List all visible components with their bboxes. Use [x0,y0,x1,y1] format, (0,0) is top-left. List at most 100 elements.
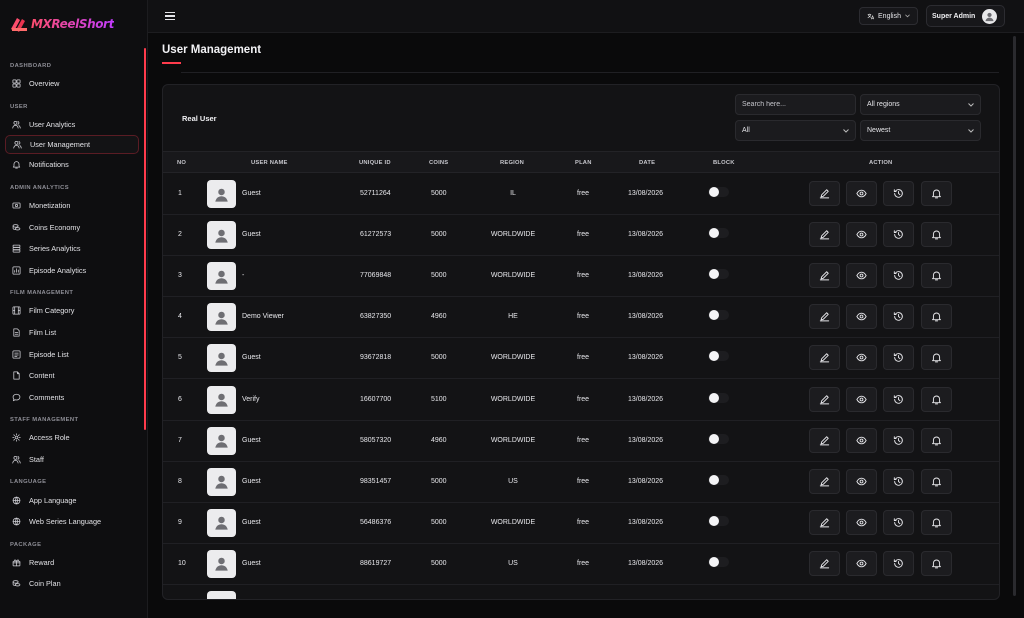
notify-button[interactable] [921,222,952,248]
cell-date: 13/08/2026 [628,190,664,197]
page-scrollbar[interactable] [1013,36,1016,596]
edit-button[interactable] [809,263,840,289]
cell-user-name: Guest [242,354,261,362]
view-button[interactable] [846,181,877,206]
cell-no: 8 [178,477,182,485]
notify-button[interactable] [921,509,952,535]
bell-icon [932,477,941,487]
sidebar-item-episode-analytics[interactable]: Episode Analytics [0,260,146,282]
history-button[interactable] [883,181,914,206]
table-row: 10 Guest 88619727 5000 US free 13/08/202… [163,544,999,585]
block-toggle[interactable] [708,556,729,567]
sidebar-item-episode-list[interactable]: Episode List [0,343,146,365]
sidebar-item-content[interactable]: Content [0,365,146,387]
block-toggle[interactable] [708,392,729,403]
edit-button[interactable] [809,222,840,248]
sidebar-item-film-list[interactable]: Film List [0,322,146,344]
app-logo[interactable]: MXReelShort [10,16,114,32]
user-menu[interactable]: Super Admin [926,5,1005,27]
sidebar-item-film-category[interactable]: Film Category [0,300,146,322]
sidebar-item-notifications[interactable]: Notifications [0,154,146,176]
history-button[interactable] [883,345,914,371]
eye-icon [856,436,867,444]
sidebar-item-app-language[interactable]: App Language [0,489,146,511]
history-button[interactable] [883,222,914,248]
block-toggle[interactable] [708,310,729,321]
notify-button[interactable] [921,181,952,206]
block-toggle[interactable] [708,474,729,485]
history-button[interactable] [883,509,914,535]
notify-button[interactable] [921,263,952,289]
eye-icon [856,477,867,485]
block-toggle[interactable] [708,269,729,280]
sidebar-item-label: Coin Plan [29,579,61,589]
language-selector[interactable]: English [859,7,918,25]
sidebar-item-access-role[interactable]: Access Role [0,427,146,449]
plan-filter-select[interactable]: All [735,120,856,141]
notify-button[interactable] [921,550,952,576]
view-button[interactable] [846,345,877,371]
history-button[interactable] [883,550,914,576]
notify-button[interactable] [921,345,952,371]
view-button[interactable] [846,427,877,453]
user-icon [215,393,228,407]
sidebar-item-coins-economy[interactable]: Coins Economy [0,216,146,238]
cell-no: 6 [178,395,182,403]
sidebar-item-series-analytics[interactable]: Series Analytics [0,238,146,260]
edit-button[interactable] [809,468,840,494]
menu-toggle-icon[interactable] [165,12,175,20]
sidebar-item-user-analytics[interactable]: User Analytics [0,114,146,136]
table-row [163,585,999,599]
sidebar-item-user-management[interactable]: User Management [5,135,139,155]
block-toggle[interactable] [708,351,729,362]
notify-button[interactable] [921,468,952,494]
sidebar-item-monetization[interactable]: Monetization [0,195,146,217]
sidebar-item-reward[interactable]: Reward [0,552,146,574]
sidebar-scrollbar[interactable] [144,48,146,430]
user-icon [215,475,228,489]
block-toggle[interactable] [708,515,729,526]
edit-button[interactable] [809,345,840,371]
view-button[interactable] [846,386,877,412]
cell-plan: free [577,436,590,444]
notify-button[interactable] [921,386,952,412]
search-input[interactable] [735,94,856,115]
sort-select[interactable]: Newest [860,120,981,141]
sort-value: Newest [867,127,891,134]
sidebar-item-coin-plan[interactable]: Coin Plan [0,573,146,595]
sidebar-item-staff[interactable]: Staff [0,449,146,471]
history-button[interactable] [883,386,914,412]
sidebar-item-web-series-language[interactable]: Web Series Language [0,511,146,533]
notify-button[interactable] [921,427,952,453]
block-toggle[interactable] [708,433,729,444]
view-button[interactable] [846,468,877,494]
edit-button[interactable] [809,427,840,453]
view-button[interactable] [846,304,877,330]
view-button[interactable] [846,263,877,289]
notify-button[interactable] [921,304,952,330]
cell-unique-id: 16607700 [360,395,392,403]
block-toggle[interactable] [708,228,729,239]
history-button[interactable] [883,468,914,494]
block-toggle[interactable] [708,187,729,197]
edit-button[interactable] [809,304,840,330]
history-button[interactable] [883,427,914,453]
cell-plan: free [577,231,590,239]
view-button[interactable] [846,550,877,576]
layers-icon [12,244,21,253]
history-button[interactable] [883,304,914,330]
edit-button[interactable] [809,509,840,535]
view-button[interactable] [846,222,877,248]
table-row: 7 Guest 58057320 4960 WORLDWIDE free 13/… [163,421,999,462]
cell-unique-id: 98351457 [360,477,392,485]
history-button[interactable] [883,263,914,289]
cell-no: 9 [178,518,182,526]
edit-button[interactable] [809,550,840,576]
edit-button[interactable] [809,181,840,206]
cell-plan: free [577,272,590,280]
sidebar-item-comments[interactable]: Comments [0,387,146,409]
edit-button[interactable] [809,386,840,412]
region-filter-select[interactable]: All regions [860,94,981,115]
view-button[interactable] [846,509,877,535]
sidebar-item-overview[interactable]: Overview [0,73,146,95]
